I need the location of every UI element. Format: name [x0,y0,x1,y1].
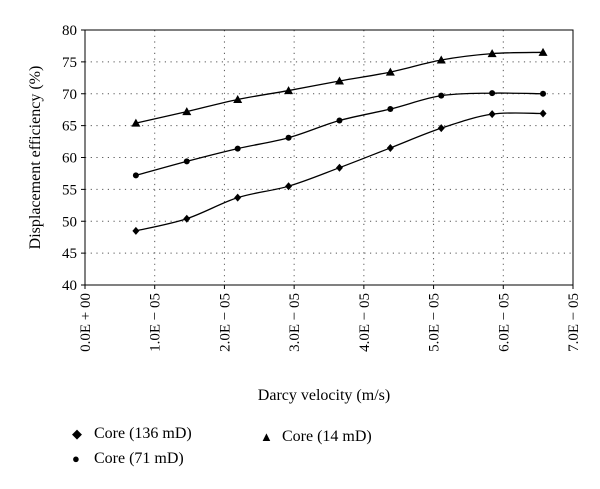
legend-label: Core (136 mD) [94,425,192,442]
data-point [438,92,445,99]
data-point [489,90,496,97]
y-tick-label: 80 [62,23,77,39]
data-point [285,134,292,141]
diamond-icon: ◆ [72,426,82,441]
data-point [132,172,139,179]
legend-label: Core (71 mD) [94,450,184,467]
x-tick-label: 4.0E − 05 [357,293,373,352]
y-axis-label: Displacement efficiency (%) [27,66,44,250]
plot-frame [84,29,574,286]
data-point [386,143,394,152]
series-circle [132,90,547,179]
data-point [132,226,140,235]
data-point [234,145,241,152]
grid-lines [85,29,574,285]
data-point [182,107,192,116]
series-line [135,112,544,232]
data-point [538,47,548,56]
y-tick-label: 50 [62,214,77,230]
series-layer [131,47,548,235]
circle-icon: ● [72,451,80,466]
x-tick-label: 5.0E − 05 [427,293,443,352]
data-point [436,55,446,64]
y-tick-label: 70 [62,87,77,103]
x-tick-labels: 0.0E + 00 1.0E − 05 2.0E − 05 3.0E − 05 4.0E… [78,293,582,352]
data-point [131,118,141,127]
series-line [135,51,544,124]
legend-item-136md: ◆ Core (136 mD) [72,425,192,443]
x-tick-label: 0.0E + 00 [78,293,94,352]
x-axis-label: Darcy velocity (m/s) [258,387,390,404]
data-point [334,76,344,85]
series-triangle [131,47,548,127]
series-diamond [132,109,547,235]
data-point [387,106,394,113]
data-point [335,163,343,172]
y-tick-label: 45 [62,246,77,262]
x-tick-label: 7.0E − 05 [566,293,582,352]
triangle-icon: ▲ [260,429,273,444]
data-point [285,182,293,191]
data-point [183,214,191,223]
x-tick-label: 2.0E − 05 [217,293,233,352]
x-tick-label: 3.0E − 05 [287,293,303,352]
y-tick-label: 75 [62,55,77,71]
data-point [284,86,294,95]
y-tick-label: 60 [62,151,77,167]
legend-item-71md: ● Core (71 mD) [72,450,184,468]
axes [81,29,574,289]
legend-label: Core (14 mD) [282,428,372,445]
data-point [336,117,343,124]
y-tick-labels: 40 45 50 55 60 65 70 75 80 [62,23,77,294]
data-point [385,67,395,76]
data-point [183,158,190,165]
data-point [233,94,243,103]
y-tick-label: 40 [62,278,77,294]
series-line [135,92,544,176]
legend-item-14md: ▲ Core (14 mD) [260,428,372,446]
data-point [437,124,445,133]
data-point [540,90,547,97]
x-tick-label: 1.0E − 05 [148,293,164,352]
y-tick-label: 65 [62,119,77,135]
data-point [487,49,497,58]
y-tick-label: 55 [62,182,77,198]
x-tick-label: 6.0E − 05 [496,293,512,352]
data-point [539,109,547,118]
data-point [488,110,496,119]
data-point [234,193,242,202]
